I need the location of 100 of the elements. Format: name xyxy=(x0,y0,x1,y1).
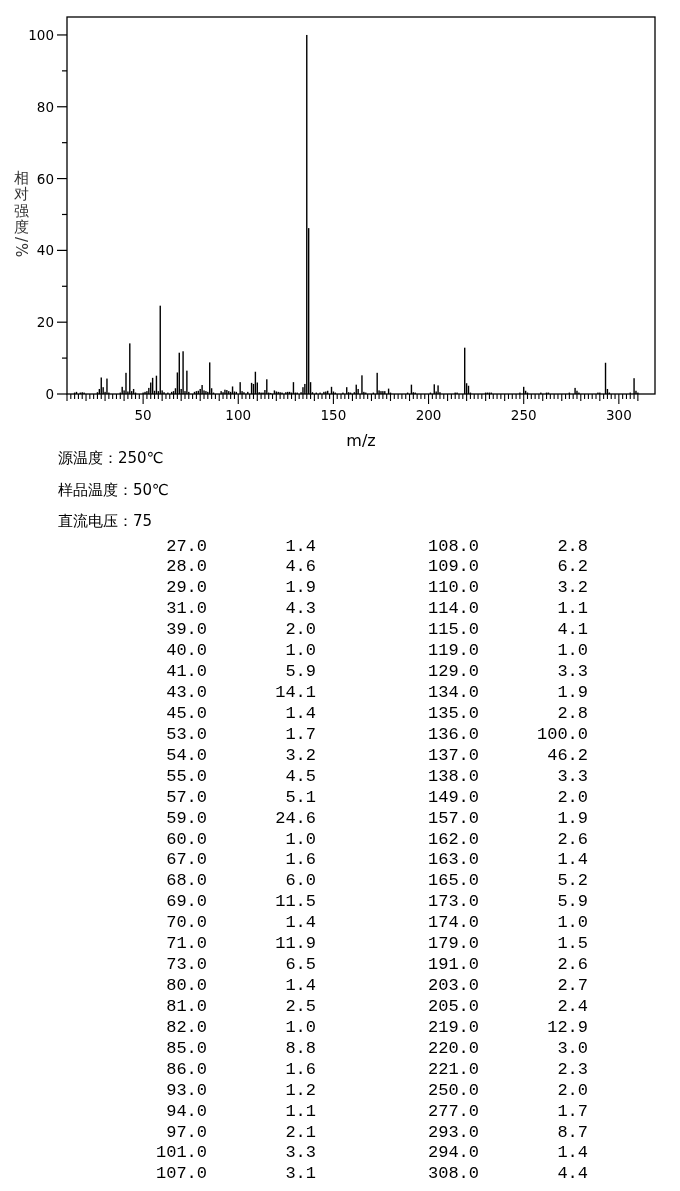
category-label: 220.0 xyxy=(427,1038,479,1058)
y-tick-label: 0 xyxy=(45,386,54,402)
category-label: 165.0 xyxy=(427,871,479,891)
category-label: 129.0 xyxy=(427,662,479,682)
data-label: 1.4 xyxy=(285,913,316,933)
x-axis-title: m/z xyxy=(346,430,376,450)
category-label: 86.0 xyxy=(166,1059,207,1079)
data-label: 4.5 xyxy=(285,766,316,786)
y-tick-label: 40 xyxy=(36,242,54,259)
data-label: 2.0 xyxy=(557,787,588,807)
data-label: 11.9 xyxy=(275,934,316,954)
category-label: 134.0 xyxy=(427,683,479,703)
category-label: 294.0 xyxy=(427,1143,479,1163)
data-label: 3.2 xyxy=(285,745,316,765)
data-label: 2.8 xyxy=(557,536,588,556)
category-label: 41.0 xyxy=(166,662,207,682)
category-label: 80.0 xyxy=(166,976,207,996)
data-label: 4.3 xyxy=(285,599,316,619)
category-label: 293.0 xyxy=(427,1122,479,1142)
data-label: 3.3 xyxy=(557,766,588,786)
data-label: 2.0 xyxy=(285,620,316,640)
category-label: 85.0 xyxy=(166,1038,207,1058)
category-label: 114.0 xyxy=(427,599,479,619)
data-label: 1.2 xyxy=(285,1080,316,1100)
category-label: 107.0 xyxy=(155,1164,207,1184)
data-label: 1.9 xyxy=(285,578,316,598)
category-label: 81.0 xyxy=(166,996,207,1016)
x-tick-label: 150 xyxy=(320,407,347,423)
category-label: 70.0 xyxy=(166,913,207,933)
text: 样品温度：50℃ xyxy=(58,480,169,499)
category-label: 250.0 xyxy=(427,1080,479,1100)
category-label: 308.0 xyxy=(427,1164,479,1184)
category-label: 71.0 xyxy=(166,934,207,954)
category-label: 29.0 xyxy=(166,578,207,598)
category-label: 27.0 xyxy=(166,536,207,556)
y-tick-label: 20 xyxy=(36,314,54,331)
category-label: 53.0 xyxy=(166,724,207,744)
data-label: 1.1 xyxy=(285,1101,316,1121)
data-label: 1.0 xyxy=(557,641,588,661)
data-label: 2.4 xyxy=(557,996,588,1016)
category-label: 157.0 xyxy=(427,808,479,828)
category-label: 174.0 xyxy=(427,913,479,933)
data-label: 1.4 xyxy=(285,536,316,556)
data-label: 3.3 xyxy=(285,1143,316,1163)
data-label: 1.6 xyxy=(285,850,316,870)
data-label: 14.1 xyxy=(275,683,316,703)
data-label: 1.6 xyxy=(285,1059,316,1079)
data-label: 1.9 xyxy=(557,808,588,828)
data-label: 5.9 xyxy=(557,892,588,912)
data-label: 1.9 xyxy=(557,683,588,703)
data-label: 2.3 xyxy=(557,1059,588,1079)
data-label: 3.1 xyxy=(285,1164,316,1184)
category-label: 55.0 xyxy=(166,766,207,786)
category-label: 149.0 xyxy=(427,787,479,807)
category-label: 40.0 xyxy=(166,641,207,661)
data-label: 3.3 xyxy=(557,662,588,682)
data-label: 3.0 xyxy=(557,1038,588,1058)
data-label: 6.5 xyxy=(285,955,316,975)
data-label: 1.1 xyxy=(557,599,588,619)
data-label: 6.2 xyxy=(557,557,588,577)
data-label: 11.5 xyxy=(275,892,316,912)
category-label: 97.0 xyxy=(166,1122,207,1142)
data-label: 1.7 xyxy=(285,724,316,744)
category-label: 68.0 xyxy=(166,871,207,891)
category-label: 69.0 xyxy=(166,892,207,912)
data-label: 2.5 xyxy=(285,996,316,1016)
x-tick-label: 200 xyxy=(415,407,442,423)
data-label: 3.2 xyxy=(557,578,588,598)
category-label: 93.0 xyxy=(166,1080,207,1100)
category-label: 135.0 xyxy=(427,703,479,723)
category-label: 219.0 xyxy=(427,1017,479,1037)
category-label: 162.0 xyxy=(427,829,479,849)
data-label: 2.7 xyxy=(557,976,588,996)
category-label: 109.0 xyxy=(427,557,479,577)
x-tick-label: 250 xyxy=(510,407,537,423)
x-tick-label: 300 xyxy=(605,407,632,423)
category-label: 136.0 xyxy=(427,724,479,744)
data-label: 46.2 xyxy=(547,745,588,765)
category-label: 173.0 xyxy=(427,892,479,912)
category-label: 205.0 xyxy=(427,996,479,1016)
y-axis-title: 相对强度/% xyxy=(11,168,30,258)
data-label: 8.8 xyxy=(285,1038,316,1058)
data-label: 6.0 xyxy=(285,871,316,891)
data-label: 1.0 xyxy=(285,641,316,661)
data-label: 1.0 xyxy=(285,829,316,849)
category-label: 137.0 xyxy=(427,745,479,765)
x-tick-label: 100 xyxy=(225,407,252,423)
category-label: 54.0 xyxy=(166,745,207,765)
category-label: 59.0 xyxy=(166,808,207,828)
text: 源温度：250℃ xyxy=(58,449,164,467)
category-label: 138.0 xyxy=(427,766,479,786)
category-label: 57.0 xyxy=(166,787,207,807)
category-label: 73.0 xyxy=(166,955,207,975)
category-label: 101.0 xyxy=(155,1143,207,1163)
category-label: 119.0 xyxy=(427,641,479,661)
category-label: 110.0 xyxy=(427,578,479,598)
data-label: 1.4 xyxy=(557,850,588,870)
data-label: 4.1 xyxy=(557,620,588,640)
data-label: 2.6 xyxy=(557,829,588,849)
category-label: 191.0 xyxy=(427,955,479,975)
